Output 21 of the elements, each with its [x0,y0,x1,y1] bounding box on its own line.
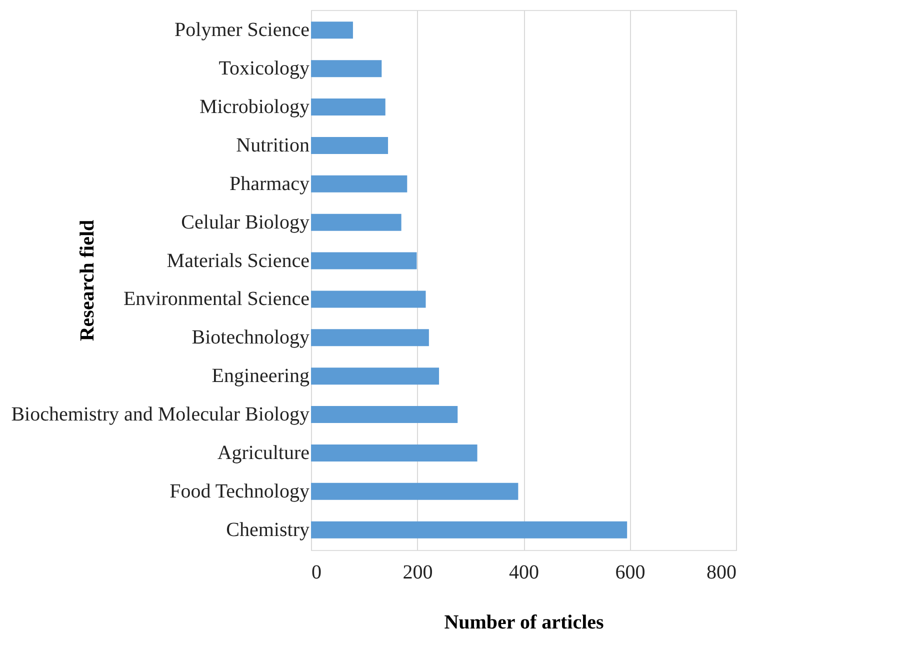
y-tick-label: Biotechnology [192,326,310,349]
x-tick-label: 0 [312,562,322,584]
y-tick-label: Nutrition [236,134,310,156]
y-tick-label: Engineering [212,365,310,388]
y-tick-label: Agriculture [217,442,310,464]
x-tick-label: 800 [706,562,736,584]
y-tick-label: Pharmacy [230,172,310,195]
y-tick-label: Microbiology [200,96,310,118]
y-tick-label: Food Technology [170,480,310,502]
y-tick-label: Celular Biology [181,211,310,234]
x-tick-label: 400 [509,562,539,584]
y-axis-title: Research field [76,220,98,342]
y-tick-label: Polymer Science [174,19,310,42]
y-tick-label: Materials Science [166,250,310,272]
x-axis-title: Number of articles [444,612,604,634]
y-tick-label: Chemistry [226,518,310,541]
x-tick-label: 600 [615,562,646,584]
y-tick-label: Environmental Science [123,288,310,310]
y-tick-label: Biochemistry and Molecular Biology [11,404,310,426]
y-tick-label: Toxicology [218,58,310,80]
x-tick-label: 200 [402,562,433,584]
